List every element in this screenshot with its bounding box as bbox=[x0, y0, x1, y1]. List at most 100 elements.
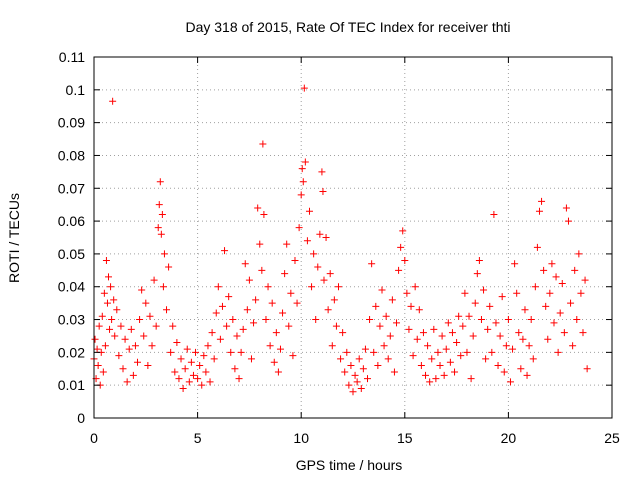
data-point bbox=[488, 348, 496, 356]
data-point bbox=[216, 335, 224, 343]
data-point bbox=[579, 329, 587, 337]
data-point bbox=[318, 168, 326, 176]
y-tick-label: 0.01 bbox=[58, 377, 85, 393]
data-point bbox=[482, 355, 490, 363]
data-point bbox=[353, 378, 361, 386]
data-point bbox=[509, 345, 517, 353]
data-point bbox=[204, 342, 212, 350]
data-point bbox=[378, 286, 386, 294]
data-point bbox=[397, 243, 405, 251]
data-point bbox=[252, 296, 260, 304]
data-point bbox=[192, 348, 200, 356]
data-point bbox=[413, 335, 421, 343]
data-point bbox=[210, 355, 218, 363]
data-point bbox=[521, 306, 529, 314]
data-point bbox=[471, 299, 479, 307]
data-point bbox=[558, 279, 566, 287]
data-point bbox=[538, 197, 546, 205]
data-point bbox=[444, 319, 452, 327]
data-point bbox=[310, 250, 318, 258]
y-axis-label: ROTI / TECUs bbox=[6, 193, 22, 283]
data-point bbox=[223, 322, 231, 330]
data-point bbox=[409, 352, 417, 360]
data-point bbox=[140, 332, 148, 340]
data-point bbox=[119, 365, 127, 373]
data-point bbox=[285, 322, 293, 330]
data-point bbox=[259, 140, 267, 148]
data-point bbox=[229, 316, 237, 324]
data-point bbox=[513, 289, 521, 297]
data-point bbox=[368, 260, 376, 268]
data-point bbox=[227, 348, 235, 356]
y-tick-labels: 0 0.01 0.02 0.03 0.04 0.05 0.06 0.07 0.08 0.09 0.1… bbox=[58, 49, 85, 426]
y-tick-label: 0 bbox=[77, 410, 85, 426]
data-point bbox=[382, 312, 390, 320]
data-point bbox=[415, 306, 423, 314]
data-point bbox=[492, 319, 500, 327]
x-tick-label: 0 bbox=[90, 430, 98, 446]
data-point bbox=[552, 273, 560, 281]
axis-ticks bbox=[93, 56, 613, 419]
chart-title: Day 318 of 2015, Rate Of TEC Index for r… bbox=[185, 19, 510, 35]
data-point bbox=[337, 355, 345, 363]
data-point bbox=[480, 286, 488, 294]
data-point bbox=[567, 299, 575, 307]
data-point bbox=[99, 368, 107, 376]
data-point bbox=[113, 306, 121, 314]
y-tick-label: 0.02 bbox=[58, 344, 85, 360]
data-point bbox=[535, 207, 543, 215]
data-point bbox=[376, 322, 384, 330]
data-point bbox=[237, 348, 245, 356]
data-point bbox=[467, 375, 475, 383]
data-point bbox=[486, 302, 494, 310]
data-point bbox=[194, 375, 202, 383]
data-point bbox=[136, 316, 144, 324]
data-point bbox=[189, 371, 197, 379]
data-point bbox=[305, 207, 313, 215]
data-point bbox=[473, 270, 481, 278]
data-point bbox=[235, 375, 243, 383]
data-point bbox=[500, 368, 508, 376]
data-point bbox=[123, 378, 131, 386]
data-point bbox=[157, 230, 165, 238]
data-point bbox=[115, 352, 123, 360]
data-point bbox=[390, 368, 398, 376]
data-point bbox=[225, 293, 233, 301]
data-point bbox=[298, 165, 306, 173]
data-point bbox=[388, 296, 396, 304]
data-point bbox=[218, 302, 226, 310]
data-point bbox=[179, 384, 187, 392]
data-point bbox=[477, 316, 485, 324]
data-point bbox=[546, 289, 554, 297]
data-point bbox=[314, 263, 322, 271]
y-tick-label: 0.03 bbox=[58, 312, 85, 328]
x-tick-label: 25 bbox=[604, 430, 620, 446]
data-point bbox=[289, 352, 297, 360]
data-point bbox=[341, 368, 349, 376]
data-point bbox=[91, 335, 99, 343]
data-point bbox=[448, 329, 456, 337]
data-point bbox=[504, 316, 512, 324]
data-point bbox=[109, 97, 117, 105]
data-point bbox=[258, 266, 266, 274]
data-point bbox=[127, 325, 135, 333]
data-point bbox=[260, 211, 268, 219]
data-point bbox=[533, 243, 541, 251]
data-point bbox=[266, 342, 274, 350]
data-point bbox=[428, 355, 436, 363]
data-point bbox=[457, 352, 465, 360]
data-point bbox=[171, 368, 179, 376]
x-tick-labels: 0 5 10 15 20 25 bbox=[90, 430, 620, 446]
y-tick-label: 0.1 bbox=[66, 82, 86, 98]
y-tick-label: 0.09 bbox=[58, 115, 85, 131]
data-point bbox=[529, 355, 537, 363]
data-point bbox=[129, 371, 137, 379]
y-tick-label: 0.04 bbox=[58, 279, 85, 295]
data-point bbox=[502, 342, 510, 350]
data-point bbox=[159, 283, 167, 291]
data-point bbox=[531, 283, 539, 291]
data-point bbox=[169, 322, 177, 330]
data-point bbox=[156, 178, 164, 186]
data-point bbox=[212, 309, 220, 317]
data-point bbox=[270, 358, 278, 366]
